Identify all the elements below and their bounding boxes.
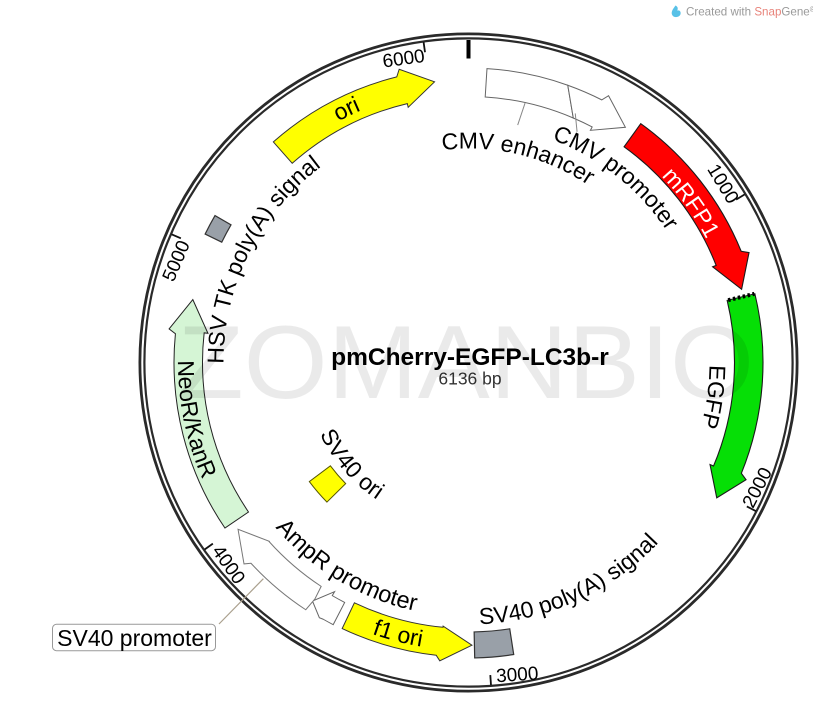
- svg-text:SV40 promoter: SV40 promoter: [57, 625, 212, 651]
- svg-text:3000: 3000: [495, 663, 539, 687]
- svg-text:Created with SnapGene®: Created with SnapGene®: [686, 5, 813, 19]
- svg-text:6136 bp: 6136 bp: [438, 369, 501, 389]
- svg-text:pmCherry-EGFP-LC3b-r: pmCherry-EGFP-LC3b-r: [331, 344, 609, 371]
- svg-text:ZOMANBIO: ZOMANBIO: [178, 304, 754, 421]
